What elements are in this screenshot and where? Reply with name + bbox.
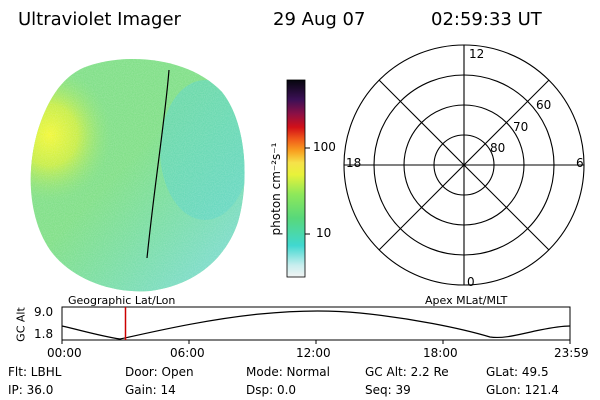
lat-label-70: 70 — [513, 120, 529, 134]
seq-status: Seq: 39 — [365, 383, 411, 397]
disk-image — [30, 58, 245, 292]
mode-status: Mode: Normal — [246, 365, 330, 379]
gc-alt-status: GC Alt: 2.2 Re — [365, 365, 449, 379]
xtick-label-1200: 12:00 — [296, 346, 331, 360]
lat-label-80: 80 — [490, 141, 506, 155]
color-bar — [286, 79, 306, 278]
gain-status: Gain: 14 — [125, 383, 176, 397]
mlt-label-6: 6 — [576, 156, 584, 170]
date-label: 29 Aug 07 — [273, 9, 366, 30]
mlt-label-18: 18 — [346, 156, 362, 170]
xtick-label-2359: 23:59 — [554, 346, 589, 360]
glat-status: GLat: 49.5 — [486, 365, 549, 379]
alt-tick-high: 9.0 — [34, 305, 54, 319]
dsp-status: Dsp: 0.0 — [246, 383, 297, 397]
terminator-line — [146, 69, 170, 259]
mlt-label-0: 0 — [467, 275, 475, 289]
xtick-label-0000: 00:00 — [47, 346, 82, 360]
ip-status: IP: 36.0 — [8, 383, 54, 397]
xtick-label-1800: 18:00 — [423, 346, 458, 360]
colorbar-label-100: 100 — [313, 140, 336, 154]
lat-label-60: 60 — [536, 98, 552, 112]
colorbar-label-10: 10 — [316, 226, 332, 240]
mlt-label-12: 12 — [469, 47, 485, 61]
alt-tick-low: 1.8 — [34, 327, 54, 341]
apex-title: Apex MLat/MLT — [425, 294, 508, 307]
time-label: 02:59:33 UT — [431, 9, 542, 30]
geographic-title: Geographic Lat/Lon — [68, 294, 176, 307]
door-status: Door: Open — [125, 365, 194, 379]
flt-status: Flt: LBHL — [8, 365, 62, 379]
app-title: Ultraviolet Imager — [18, 9, 181, 30]
altitude-curve — [61, 310, 571, 340]
xtick-label-0600: 06:00 — [170, 346, 205, 360]
polar-diagonal-2 — [378, 79, 550, 251]
glon-status: GLon: 121.4 — [486, 383, 559, 397]
